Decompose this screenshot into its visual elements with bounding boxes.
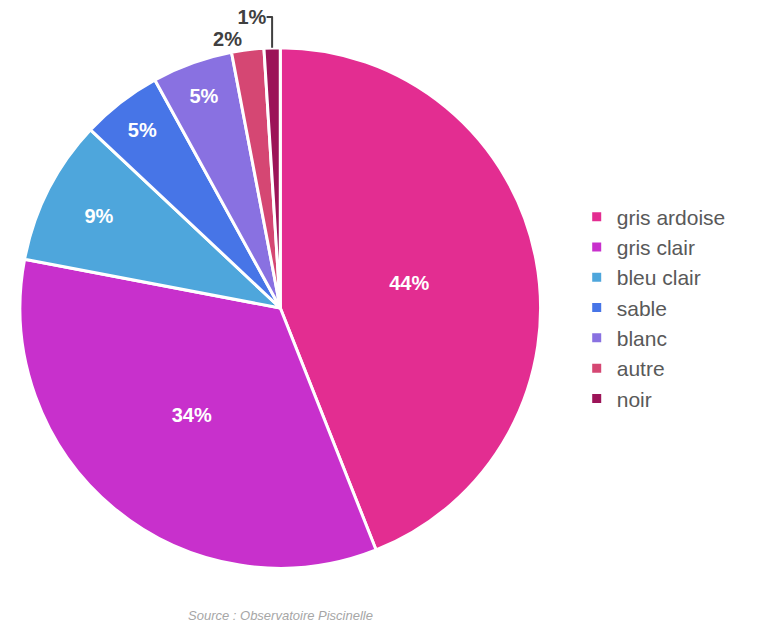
svg-text:noir: noir — [617, 388, 652, 411]
svg-text:9%: 9% — [84, 205, 113, 227]
svg-text:34%: 34% — [172, 404, 212, 426]
svg-text:gris clair: gris clair — [617, 236, 695, 259]
svg-text:bleu clair: bleu clair — [617, 266, 701, 289]
svg-text:gris ardoise: gris ardoise — [617, 206, 726, 229]
svg-text:5%: 5% — [189, 85, 218, 107]
svg-text:Source : Observatoire Piscinel: Source : Observatoire Piscinelle — [188, 608, 373, 623]
svg-text:blanc: blanc — [617, 327, 667, 350]
svg-text:2%: 2% — [213, 28, 242, 50]
svg-text:autre: autre — [617, 357, 665, 380]
svg-text:sable: sable — [617, 297, 667, 320]
svg-text:44%: 44% — [389, 272, 429, 294]
svg-text:5%: 5% — [128, 119, 157, 141]
svg-text:1%: 1% — [237, 6, 266, 28]
